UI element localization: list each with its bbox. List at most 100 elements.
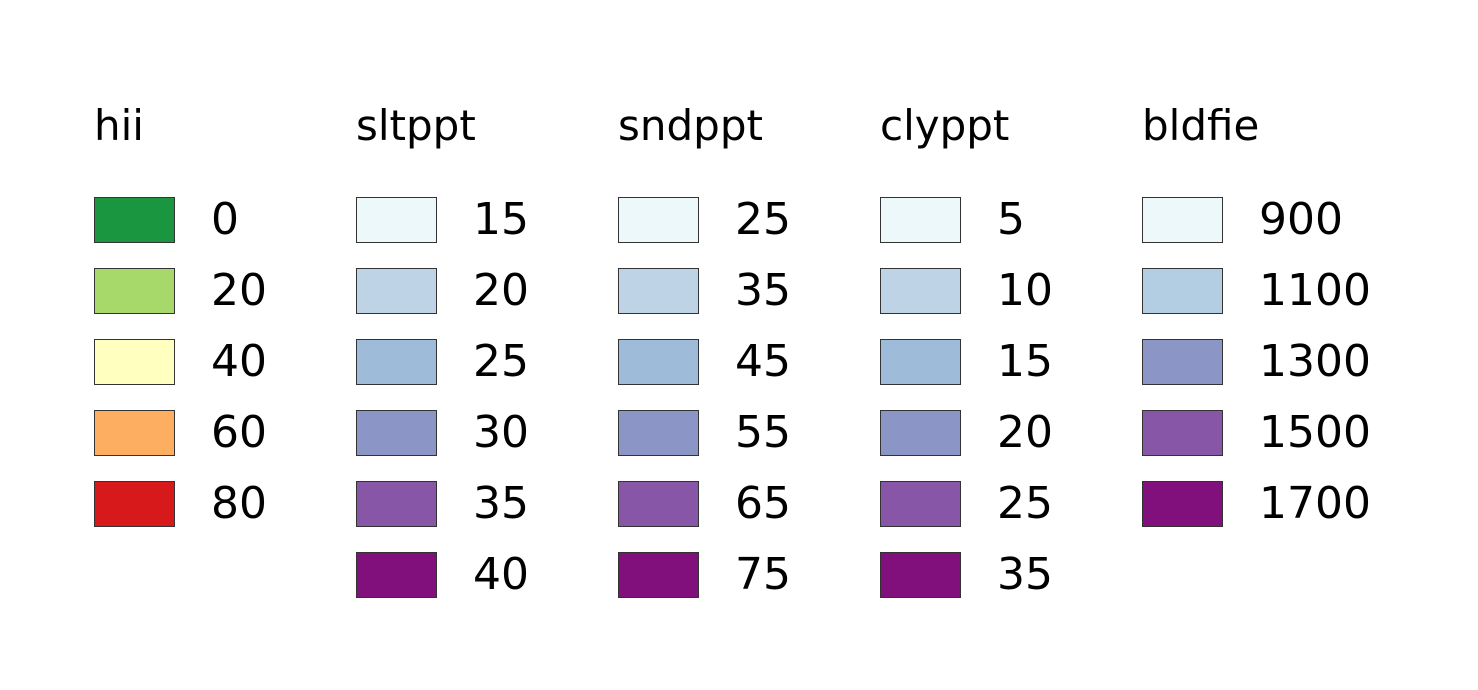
color-swatch xyxy=(94,338,175,385)
legend-bldfie: bldfie 900 1100 1300 1500 1700 xyxy=(1142,100,1404,610)
legend-items: 5 10 15 20 25 35 xyxy=(880,184,1142,610)
legend-item-label: 20 xyxy=(473,264,529,316)
color-swatch xyxy=(356,551,437,598)
legend-item: 40 xyxy=(356,539,618,610)
legend-item: 35 xyxy=(356,468,618,539)
legend-item: 1500 xyxy=(1142,397,1404,468)
legend-item: 900 xyxy=(1142,184,1404,255)
color-swatch xyxy=(618,480,699,527)
color-swatch xyxy=(1142,196,1223,243)
legend-title: sltppt xyxy=(356,101,476,150)
legend-item-label: 65 xyxy=(735,477,791,529)
color-swatch xyxy=(880,409,961,456)
legend-item-label: 10 xyxy=(997,264,1053,316)
legend-item-label: 1700 xyxy=(1259,477,1371,529)
color-swatch xyxy=(356,338,437,385)
legend-item-label: 15 xyxy=(997,335,1053,387)
legend-item: 25 xyxy=(618,184,880,255)
legend-item: 30 xyxy=(356,397,618,468)
legend-items: 15 20 25 30 35 40 xyxy=(356,184,618,610)
legend-item-label: 45 xyxy=(735,335,791,387)
color-swatch xyxy=(880,196,961,243)
color-swatch xyxy=(94,480,175,527)
color-swatch xyxy=(356,267,437,314)
legend-item-label: 1500 xyxy=(1259,406,1371,458)
legend-item: 1300 xyxy=(1142,326,1404,397)
legend-item: 60 xyxy=(94,397,356,468)
color-swatch xyxy=(94,196,175,243)
legend-items: 25 35 45 55 65 75 xyxy=(618,184,880,610)
legend-item: 25 xyxy=(880,468,1142,539)
legend-item: 5 xyxy=(880,184,1142,255)
color-swatch xyxy=(880,480,961,527)
color-swatch xyxy=(1142,409,1223,456)
legend-title: bldfie xyxy=(1142,101,1260,150)
color-swatch xyxy=(618,338,699,385)
legend-sndppt: sndppt 25 35 45 55 65 xyxy=(618,100,880,610)
color-swatch xyxy=(94,409,175,456)
legend-item-label: 20 xyxy=(997,406,1053,458)
legend-item-label: 35 xyxy=(735,264,791,316)
legend-item-label: 1300 xyxy=(1259,335,1371,387)
color-swatch xyxy=(880,267,961,314)
legend-title: sndppt xyxy=(618,101,763,150)
legend-item: 45 xyxy=(618,326,880,397)
color-swatch xyxy=(356,480,437,527)
legend-item: 1700 xyxy=(1142,468,1404,539)
legend-item-label: 5 xyxy=(997,193,1025,245)
legend-item-label: 55 xyxy=(735,406,791,458)
legend-item: 20 xyxy=(94,255,356,326)
legend-item: 55 xyxy=(618,397,880,468)
legend-item-label: 35 xyxy=(473,477,529,529)
legend-item: 1100 xyxy=(1142,255,1404,326)
legend-title: hii xyxy=(94,101,144,150)
legend-item: 20 xyxy=(356,255,618,326)
legend-item-label: 20 xyxy=(211,264,267,316)
color-swatch xyxy=(618,196,699,243)
legend-item-label: 60 xyxy=(211,406,267,458)
color-swatch xyxy=(618,409,699,456)
legend-item-label: 40 xyxy=(211,335,267,387)
legend-item: 75 xyxy=(618,539,880,610)
legend-item: 25 xyxy=(356,326,618,397)
legend-item: 80 xyxy=(94,468,356,539)
legend-item: 40 xyxy=(94,326,356,397)
legend-item-label: 25 xyxy=(735,193,791,245)
legend-items: 0 20 40 60 80 xyxy=(94,184,356,539)
legend-item-label: 40 xyxy=(473,548,529,600)
map-legends: hii 0 20 40 60 80 sltppt xyxy=(94,100,1404,610)
legend-item-label: 25 xyxy=(997,477,1053,529)
legend-item: 15 xyxy=(880,326,1142,397)
color-swatch xyxy=(880,338,961,385)
legend-item: 0 xyxy=(94,184,356,255)
legend-item-label: 35 xyxy=(997,548,1053,600)
legend-clyppt: clyppt 5 10 15 20 25 xyxy=(880,100,1142,610)
legend-item: 65 xyxy=(618,468,880,539)
color-swatch xyxy=(1142,338,1223,385)
legend-item-label: 25 xyxy=(473,335,529,387)
legend-item: 35 xyxy=(880,539,1142,610)
legend-item: 10 xyxy=(880,255,1142,326)
color-swatch xyxy=(618,267,699,314)
legend-item-label: 30 xyxy=(473,406,529,458)
legend-item-label: 75 xyxy=(735,548,791,600)
color-swatch xyxy=(94,267,175,314)
legend-item: 35 xyxy=(618,255,880,326)
legend-item: 20 xyxy=(880,397,1142,468)
legend-hii: hii 0 20 40 60 80 xyxy=(94,100,356,610)
color-swatch xyxy=(880,551,961,598)
legend-items: 900 1100 1300 1500 1700 xyxy=(1142,184,1404,539)
legend-item-label: 80 xyxy=(211,477,267,529)
legend-item-label: 15 xyxy=(473,193,529,245)
legend-title: clyppt xyxy=(880,101,1010,150)
legend-sltppt: sltppt 15 20 25 30 35 xyxy=(356,100,618,610)
color-swatch xyxy=(1142,267,1223,314)
color-swatch xyxy=(356,196,437,243)
color-swatch xyxy=(1142,480,1223,527)
legend-item-label: 1100 xyxy=(1259,264,1371,316)
legend-item-label: 900 xyxy=(1259,193,1343,245)
legend-item: 15 xyxy=(356,184,618,255)
color-swatch xyxy=(618,551,699,598)
color-swatch xyxy=(356,409,437,456)
legend-item-label: 0 xyxy=(211,193,239,245)
